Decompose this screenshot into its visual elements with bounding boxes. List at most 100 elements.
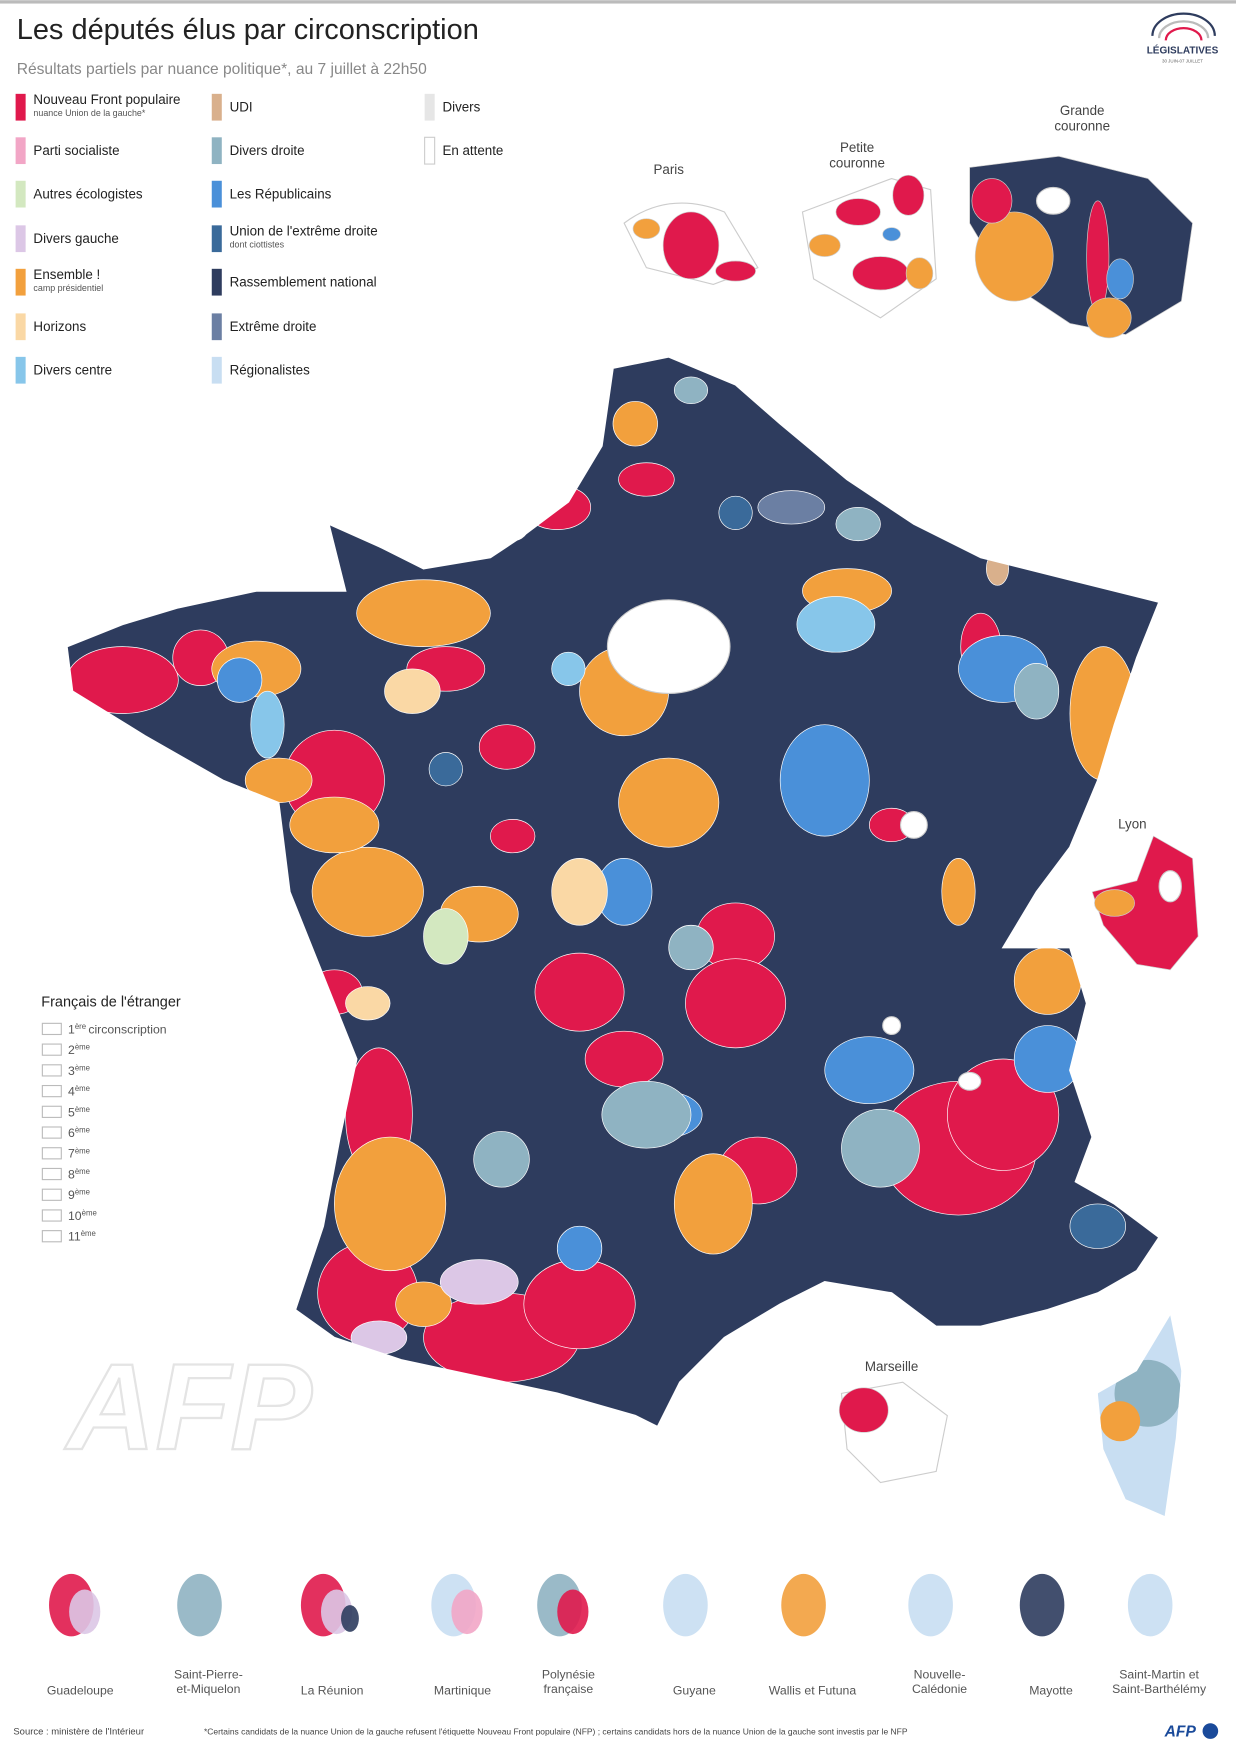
- map-region: [673, 1153, 753, 1255]
- legend-swatch: [211, 225, 222, 253]
- map-region: [796, 596, 876, 653]
- inset-region: [808, 233, 841, 257]
- map-region: [490, 819, 536, 854]
- inset-label: Grande: [1060, 103, 1105, 118]
- abroad-label: 8ème: [68, 1167, 90, 1181]
- map-region: [473, 1131, 530, 1188]
- legend-label: Ensemble !: [33, 267, 100, 282]
- footnote: *Certains candidats de la nuance Union d…: [204, 1726, 908, 1736]
- abroad-box: [41, 1022, 62, 1036]
- overseas-region: [908, 1573, 953, 1637]
- map-region: [1069, 1203, 1126, 1249]
- afp-logo-dot: [1202, 1723, 1219, 1739]
- legend-label: Extrême droite: [230, 319, 317, 334]
- inset-region: [835, 198, 881, 226]
- legend-label: Divers: [442, 100, 480, 115]
- map-region: [757, 490, 826, 525]
- map-region: [523, 484, 592, 530]
- legend-label: Rassemblement national: [230, 275, 377, 290]
- abroad-title: Français de l'étranger: [41, 995, 181, 1011]
- map-region: [423, 908, 469, 965]
- map-region: [941, 858, 976, 926]
- legend-swatch: [15, 225, 26, 253]
- overseas-region: [69, 1589, 101, 1635]
- map-region: [841, 1108, 920, 1188]
- abroad-sup: ère: [75, 1022, 86, 1031]
- abroad-num: 7: [68, 1147, 75, 1161]
- legend-label: Les Républicains: [230, 187, 332, 202]
- legend-label: UDI: [230, 100, 253, 115]
- abroad-label: 1ère circonscription: [68, 1022, 167, 1036]
- abroad-num: 9: [68, 1188, 75, 1202]
- abroad-box: [41, 1147, 62, 1160]
- legend-label: En attente: [442, 143, 503, 158]
- legend-label: Divers gauche: [33, 231, 118, 246]
- overseas-label: Saint-Pierre-: [174, 1668, 243, 1682]
- abroad-box: [41, 1105, 62, 1118]
- map-region: [478, 724, 536, 770]
- map-region: [356, 579, 491, 647]
- overseas-label: française: [544, 1682, 594, 1696]
- inset-region: [662, 211, 720, 280]
- abroad-box: [41, 1043, 62, 1056]
- map-region: [612, 401, 658, 447]
- abroad-box: [41, 1188, 62, 1201]
- inset-region: [838, 1387, 889, 1433]
- legend-swatch: [211, 137, 222, 165]
- legend-label: Divers centre: [33, 363, 112, 378]
- abroad-sup: ème: [75, 1167, 90, 1176]
- overseas-label: Mayotte: [1029, 1683, 1073, 1697]
- legend-swatch: [15, 268, 26, 296]
- overseas-label: Martinique: [434, 1683, 491, 1697]
- overseas-region: [451, 1589, 483, 1635]
- map-region: [551, 858, 608, 926]
- overseas-label: et-Miquelon: [176, 1682, 240, 1696]
- legend-note: nuance Union de la gauche*: [33, 108, 145, 118]
- map-region: [311, 846, 424, 937]
- legend-swatch: [211, 268, 222, 296]
- overseas-label: Saint-Barthélémy: [1112, 1682, 1207, 1696]
- abroad-text: circonscription: [88, 1022, 166, 1036]
- map-region: [882, 1016, 902, 1036]
- abroad-num: 2: [68, 1043, 75, 1057]
- inset-region: [1091, 835, 1199, 971]
- title: Les députés élus par circonscription: [17, 14, 479, 46]
- legend-swatch: [211, 93, 222, 121]
- map-region: [428, 752, 463, 787]
- legend-label: Divers droite: [230, 143, 305, 158]
- abroad-box: [41, 1230, 62, 1243]
- legend-swatch: [211, 180, 222, 208]
- legend-note: camp présidentiel: [33, 283, 103, 293]
- overseas-region: [341, 1605, 359, 1632]
- map-region: [673, 376, 709, 405]
- map-region: [523, 1259, 636, 1350]
- overseas-label: Polynésie: [542, 1668, 595, 1682]
- abroad-sup: ème: [81, 1229, 96, 1238]
- abroad-sup: ème: [75, 1188, 90, 1197]
- inset-label: Petite: [840, 140, 874, 155]
- inset-region: [1158, 870, 1182, 903]
- map-region: [395, 1281, 452, 1327]
- map-region: [350, 1320, 408, 1355]
- map-region: [835, 506, 881, 542]
- map-region: [986, 551, 1009, 586]
- inset-region: [632, 218, 661, 240]
- overseas-region: [1127, 1573, 1173, 1637]
- legend-note: dont ciottistes: [230, 240, 285, 250]
- abroad-box: [41, 1064, 62, 1077]
- map-region: [384, 668, 441, 714]
- inset-region: [715, 260, 756, 282]
- corsica: [1097, 1315, 1182, 1516]
- inset-region: [892, 174, 925, 216]
- abroad-list: Français de l'étranger 1ère circonscriptio…: [41, 995, 181, 1244]
- abroad-sup: ème: [75, 1126, 90, 1135]
- map-region: [66, 646, 179, 714]
- legend-swatch: [15, 137, 26, 165]
- inset-region: [1086, 297, 1132, 339]
- legend-label: Union de l'extrême droite: [230, 223, 378, 238]
- insets: ParisPetitecouronneGrandecouronneLyonMar…: [623, 103, 1199, 1484]
- legend-label: Horizons: [33, 319, 86, 334]
- abroad-box: [41, 1209, 62, 1222]
- overseas-region: [177, 1573, 222, 1637]
- overseas-label: Guyane: [673, 1683, 716, 1697]
